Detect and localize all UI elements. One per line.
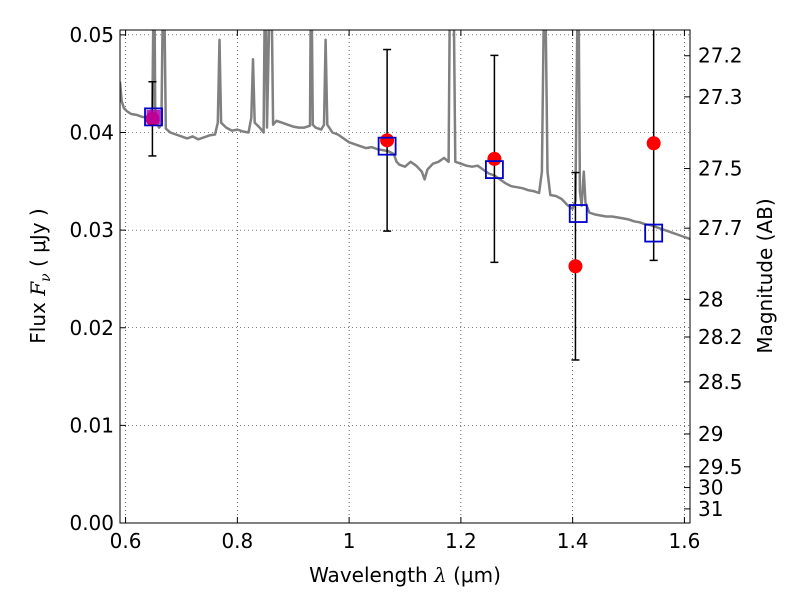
- x-tick-label: 1: [343, 529, 356, 553]
- x-tick-label: 1.6: [669, 529, 701, 553]
- magnitude-tick-label: 28.5: [698, 370, 743, 394]
- magnitude-tick-label: 28: [698, 287, 723, 311]
- y-tick-label: 0.01: [69, 413, 114, 437]
- model-points: [144, 107, 664, 243]
- magnitude-tick-label: 31: [698, 497, 723, 521]
- magnitude-tick-label: 27.7: [698, 216, 743, 240]
- magnitude-tick-label: 27.5: [698, 157, 743, 181]
- magnitude-tick-label: 29.5: [698, 455, 743, 479]
- spectrum-line: [120, 30, 690, 241]
- magnitude-tick-label: 27.2: [698, 44, 743, 68]
- y-tick-label: 0.00: [69, 511, 114, 535]
- y-tick-label: 0.04: [69, 121, 114, 145]
- model-point: [485, 160, 504, 180]
- overlap-fill: [146, 109, 161, 124]
- model-point: [377, 136, 397, 156]
- x-tick-label: 1.2: [445, 529, 477, 553]
- y-tick-label: 0.05: [69, 23, 114, 47]
- magnitude-axis-label: Magnitude (AB): [753, 198, 777, 353]
- model-spectrum: [120, 30, 690, 241]
- magnitude-tick-label: 27.3: [698, 85, 743, 109]
- observed-point: [487, 151, 502, 166]
- plot-frame: [119, 29, 691, 524]
- y-tick-label: 0.02: [69, 316, 114, 340]
- observed-point: [380, 133, 395, 148]
- magnitude-tick-label: 30: [698, 476, 723, 500]
- observed-point: [646, 136, 661, 151]
- axis-ticks: 0.6 0.8 1 1.2 1.4 1.6 0.00 0.01 0.02 0.03 0.04 0.05…: [69, 23, 742, 553]
- observed-point: [568, 259, 583, 274]
- y-axis-label: Flux Fν ( μJy ): [26, 208, 54, 343]
- model-point: [568, 204, 588, 223]
- x-tick-label: 0.6: [110, 529, 142, 553]
- grid: [120, 30, 690, 524]
- magnitude-tick-label: 28.2: [698, 325, 743, 349]
- x-tick-label: 0.8: [221, 529, 253, 553]
- model-point: [644, 223, 664, 243]
- x-axis-label: Wavelength λ (μm): [309, 563, 501, 587]
- model-point: [144, 107, 163, 127]
- magnitude-tick-label: 29: [698, 422, 723, 446]
- y-tick-label: 0.03: [69, 218, 114, 242]
- x-tick-label: 1.4: [557, 529, 589, 553]
